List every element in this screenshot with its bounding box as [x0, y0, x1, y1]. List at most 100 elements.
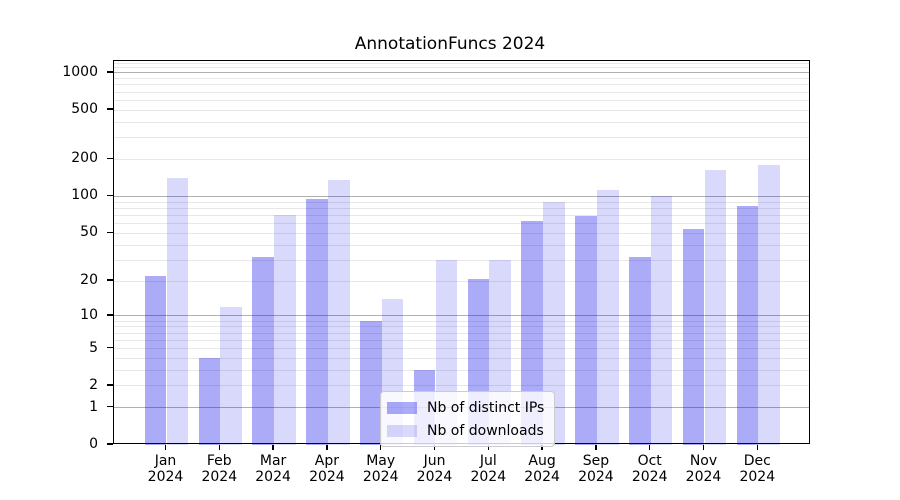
gridline-minor — [114, 91, 809, 93]
gridline-minor — [114, 201, 809, 203]
bar-downloads-feb — [220, 306, 242, 445]
gridline-minor — [114, 207, 809, 209]
bar-downloads-dec — [758, 165, 780, 445]
bar-ips-sep — [575, 216, 597, 445]
x-tick-label: Jul 2024 — [470, 453, 507, 485]
x-tick-label: Apr 2024 — [309, 453, 345, 485]
x-tick-label: Sep 2024 — [578, 453, 614, 485]
y-tick-label: 50 — [80, 224, 98, 241]
gridline-minor — [114, 223, 809, 225]
x-tick-label: May 2024 — [362, 453, 399, 485]
gridline-minor — [114, 137, 809, 139]
x-tick-icon — [595, 445, 597, 450]
gridline-minor — [114, 99, 809, 101]
plot-area: Nb of distinct IPs Nb of downloads — [113, 60, 810, 447]
y-tick-icon — [107, 443, 113, 445]
gridline-minor — [114, 244, 809, 246]
bar-ips-apr — [306, 198, 328, 445]
bar-ips-may — [360, 321, 382, 445]
legend-swatch-distinct-ips-icon — [387, 401, 417, 414]
x-tick-label: Mar 2024 — [255, 453, 291, 485]
gridline-minor — [114, 357, 809, 359]
gridline-minor — [114, 280, 809, 282]
gridline-minor — [114, 326, 809, 328]
gridline-minor — [114, 158, 809, 160]
bar-downloads-jan — [166, 178, 189, 445]
bar-ips-dec — [736, 205, 759, 445]
gridline-minor — [114, 62, 809, 64]
y-tick-icon — [107, 71, 113, 73]
chart-title: AnnotationFuncs 2024 — [354, 34, 546, 54]
x-tick-label: Nov 2024 — [685, 453, 722, 485]
y-tick-icon — [107, 194, 113, 197]
y-tick-label: 200 — [71, 150, 98, 167]
bar-downloads-apr — [327, 180, 350, 445]
gridline-minor — [114, 320, 809, 322]
legend: Nb of distinct IPs Nb of downloads — [380, 391, 556, 447]
x-tick-label: Oct 2024 — [631, 453, 668, 485]
gridline-minor — [114, 348, 809, 349]
gridline-major — [114, 315, 809, 317]
x-tick-label: Dec 2024 — [739, 453, 776, 485]
y-tick-label: 1000 — [62, 63, 98, 80]
x-tick-icon — [326, 445, 328, 450]
y-tick-icon — [107, 279, 113, 281]
gridline-minor — [114, 332, 809, 334]
gridline-minor — [114, 78, 809, 80]
gridline-minor — [114, 369, 809, 371]
bar-downloads-oct — [650, 196, 673, 445]
gridline-minor — [114, 385, 809, 387]
y-tick-label: 2 — [89, 376, 98, 393]
x-tick-label: Feb 2024 — [201, 453, 238, 485]
gridline-major — [114, 72, 809, 74]
legend-label-distinct-ips: Nb of distinct IPs — [427, 399, 545, 416]
y-tick-label: 500 — [71, 101, 98, 118]
bar-ips-nov — [682, 229, 705, 445]
x-tick-icon — [702, 445, 705, 450]
x-tick-icon — [433, 445, 436, 450]
gridline-minor — [114, 109, 809, 111]
gridline-minor — [114, 67, 809, 69]
y-tick-label: 10 — [80, 306, 98, 323]
y-tick-label: 20 — [80, 272, 98, 289]
legend-item-downloads: Nb of downloads — [387, 421, 544, 440]
gridline-minor — [114, 84, 809, 86]
y-tick-label: 0 — [89, 436, 98, 452]
x-tick-icon — [487, 445, 490, 450]
gridline-minor — [114, 259, 809, 261]
legend-label-downloads: Nb of downloads — [427, 422, 544, 439]
x-tick-label: Jun 2024 — [416, 453, 453, 485]
legend-item-distinct-ips: Nb of distinct IPs — [387, 398, 544, 417]
bar-ips-jan — [144, 276, 167, 445]
x-tick-label: Jan 2024 — [147, 453, 184, 485]
y-tick-icon — [107, 384, 113, 386]
gridline-minor — [114, 339, 809, 341]
y-tick-label: 1 — [89, 398, 98, 415]
bar-downloads-aug — [543, 202, 565, 445]
y-tick-icon — [107, 314, 113, 316]
x-tick-icon — [756, 445, 759, 450]
bar-downloads-sep — [596, 189, 619, 445]
x-tick-label: Aug 2024 — [524, 453, 560, 485]
y-tick-icon — [107, 346, 113, 349]
y-tick-icon — [107, 231, 113, 233]
x-tick-icon — [379, 445, 382, 450]
bar-ips-oct — [629, 256, 651, 445]
bar-ips-mar — [252, 256, 275, 445]
gridline-major — [114, 195, 809, 197]
bar-downloads-mar — [274, 214, 296, 445]
x-tick-icon — [648, 445, 651, 450]
x-tick-icon — [164, 445, 167, 450]
y-tick-icon — [107, 157, 113, 160]
y-tick-icon — [107, 108, 113, 110]
y-tick-label: 5 — [89, 339, 98, 356]
x-tick-icon — [272, 445, 274, 450]
legend-swatch-downloads-icon — [387, 424, 417, 437]
bar-ips-feb — [198, 358, 221, 445]
gridline-minor — [114, 214, 809, 216]
bar-downloads-nov — [704, 169, 727, 445]
gridline-minor — [114, 121, 809, 123]
y-tick-icon — [107, 405, 113, 408]
x-tick-icon — [541, 445, 543, 450]
bar-ips-aug — [521, 221, 544, 445]
